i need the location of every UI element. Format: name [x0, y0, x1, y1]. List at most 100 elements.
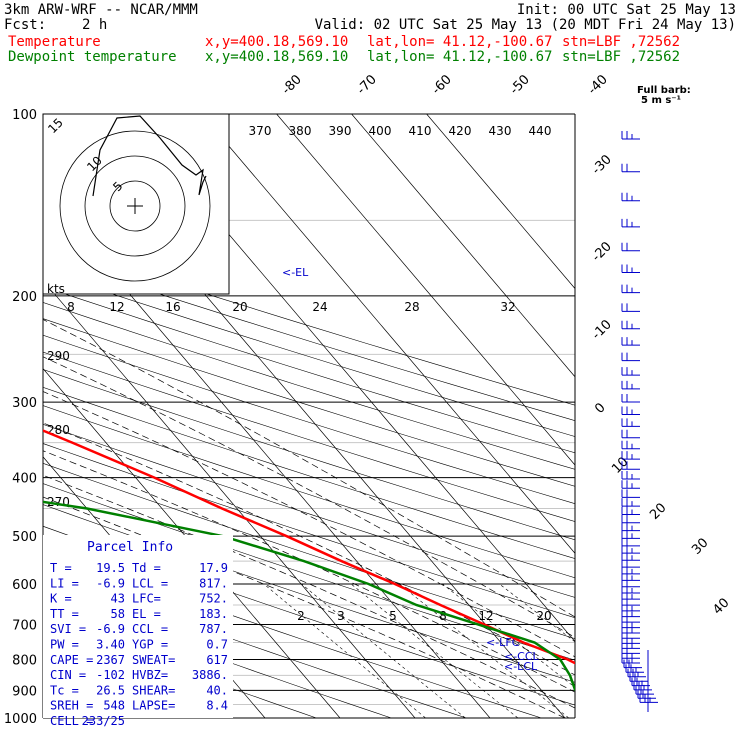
dry-adiabat [43, 483, 575, 661]
level-mark: <-EL [282, 266, 309, 279]
parcel-value: 8.4 [206, 699, 228, 713]
dewpoint-point [86, 507, 88, 510]
parcel-value: 43 [111, 592, 125, 606]
temperature-point [599, 675, 600, 676]
pressure-tick-label: 100 [12, 108, 37, 123]
hodograph-ring [109, 180, 161, 232]
dry-adiabat [43, 351, 575, 522]
dewpoint-point [368, 583, 370, 585]
parcel-label: EL = [132, 607, 161, 621]
dewpoint-point [534, 641, 536, 644]
parcel-label: YGP = [132, 638, 168, 652]
parcel-label: HVBZ= [132, 668, 168, 682]
theta-label: 370 [249, 124, 272, 138]
dry-adiabat [43, 443, 575, 619]
temperature-latlon: lat,lon= 41.12,-100.67 [367, 34, 553, 50]
temperature-point [567, 658, 569, 661]
pressure-tick-label: 200 [12, 290, 37, 305]
parcel-value: 2367 [96, 653, 125, 667]
dewpoint-point [303, 560, 305, 562]
parcel-label: CAPE = [50, 653, 93, 667]
theta-label: 410 [409, 124, 432, 138]
isotherm [351, 114, 575, 378]
parcel-info-box [43, 535, 233, 718]
model-title: 3km ARW-WRF -- NCAR/MMM [4, 2, 198, 18]
temperature-point [153, 477, 156, 479]
parcel-value: 787. [199, 622, 228, 636]
parcel-value: 17.9 [199, 561, 228, 575]
parcel-value: 19.5 [96, 561, 125, 575]
parcel-value: -6.9 [96, 576, 125, 590]
isotherm-label: 30 [689, 536, 711, 558]
hodograph-frame [42, 113, 230, 295]
init-time: Init: 00 UTC Sat 25 May 13 [516, 2, 736, 18]
theta-label: 400 [369, 124, 392, 138]
level-mark: <-LCL [504, 660, 538, 673]
dewpoint-latlon: lat,lon= 41.12,-100.67 [367, 49, 553, 65]
hodograph-ring [59, 130, 211, 282]
theta-label: 420 [449, 124, 472, 138]
isotherm [43, 279, 416, 718]
dewpoint-xy: x,y=400.18,569.10 [205, 49, 349, 65]
isotherm-label: -50 [507, 72, 533, 98]
parcel-label: TT = [50, 607, 79, 621]
parcel-value: 58 [111, 607, 125, 621]
parcel-label: SWEAT= [132, 653, 175, 667]
mixing-ratio-label: 12 [478, 609, 493, 623]
isotherm-label: -30 [589, 152, 615, 178]
isotherm-label: 20 [647, 501, 669, 523]
mixing-ratio-line [263, 583, 426, 718]
parcel-value: 26.5 [96, 683, 125, 697]
isotherm-label: 10 [609, 455, 631, 477]
dewpoint-point [574, 689, 575, 691]
parcel-value: -102 [96, 668, 125, 682]
upper-tick-label: 24 [312, 300, 327, 314]
theta-label: 380 [289, 124, 312, 138]
dewpoint-station: stn=LBF ,72562 [562, 49, 681, 65]
parcel-value: 752. [199, 592, 228, 606]
parcel-label: T = [50, 561, 72, 575]
dry-adiabat [43, 594, 392, 718]
dry-adiabat [43, 302, 575, 470]
parcel-value: 0.7 [206, 638, 228, 652]
dry-adiabat [43, 462, 575, 639]
pressure-tick-label: 300 [12, 396, 37, 411]
temperature-legend: Temperature [8, 34, 101, 50]
mixing-ratio-line [350, 583, 519, 718]
hodograph-ring [84, 155, 186, 257]
isotherm-label: -60 [429, 72, 455, 98]
mixing-ratio-label: 8 [439, 609, 447, 623]
moist-adiabat [43, 319, 575, 618]
theta-label: 440 [529, 124, 552, 138]
barb-legend-line1: Full barb: [637, 85, 691, 96]
parcel-value: 548 [103, 699, 125, 713]
parcel-label: LCL = [132, 576, 168, 590]
parcel-value: 183. [199, 607, 228, 621]
upper-tick-label: 8 [67, 300, 75, 314]
parcel-label: SVI = [50, 622, 86, 636]
dry-adiabat [43, 571, 467, 718]
upper-tick-label: 28 [404, 300, 419, 314]
parcel-value: 3.40 [96, 638, 125, 652]
temperature-point [616, 690, 617, 691]
parcel-label: PW = [50, 638, 79, 652]
parcel-info-title: Parcel Info [87, 540, 173, 555]
pressure-tick-label: 700 [12, 618, 37, 633]
parcel-label: LAPSE= [132, 699, 175, 713]
temperature-point [221, 507, 223, 510]
dewpoint-point [477, 623, 479, 626]
dewpoint-point [415, 604, 418, 606]
isotherm [426, 114, 575, 290]
parcel-value: 3886. [192, 668, 228, 682]
upper-tick-label: 12 [109, 300, 124, 314]
level-mark: <-CCL [504, 650, 540, 663]
dry-adiabat [43, 286, 575, 454]
pressure-tick-label: 600 [12, 578, 37, 593]
left-theta-label: 290 [47, 349, 70, 363]
temperature-point [286, 535, 288, 537]
parcel-label: CIN = [50, 668, 86, 682]
kts-label: kts [47, 282, 65, 296]
pressure-tick-label: 400 [12, 472, 37, 487]
level-mark: <-LFC [486, 636, 520, 649]
temperature-point [439, 604, 442, 606]
